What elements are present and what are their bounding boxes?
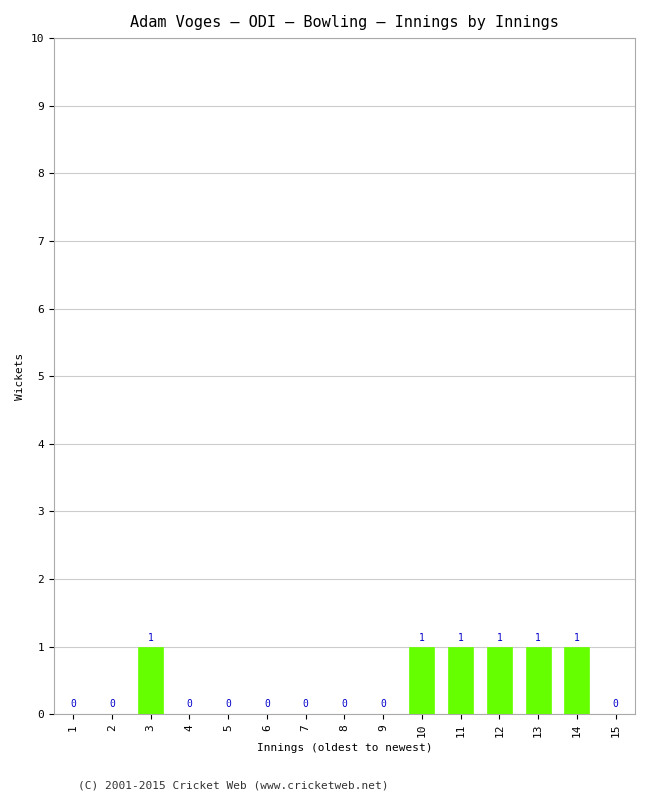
- Bar: [487, 646, 512, 714]
- Y-axis label: Wickets: Wickets: [15, 353, 25, 400]
- Text: 1: 1: [148, 634, 153, 643]
- Text: 0: 0: [341, 699, 347, 709]
- Text: 1: 1: [419, 634, 425, 643]
- Text: (C) 2001-2015 Cricket Web (www.cricketweb.net): (C) 2001-2015 Cricket Web (www.cricketwe…: [78, 781, 389, 790]
- Text: 0: 0: [380, 699, 386, 709]
- Text: 0: 0: [303, 699, 309, 709]
- Text: 0: 0: [109, 699, 115, 709]
- Text: 0: 0: [613, 699, 619, 709]
- Title: Adam Voges – ODI – Bowling – Innings by Innings: Adam Voges – ODI – Bowling – Innings by …: [130, 15, 559, 30]
- Bar: [410, 646, 434, 714]
- Text: 1: 1: [458, 634, 463, 643]
- Bar: [564, 646, 590, 714]
- Text: 0: 0: [225, 699, 231, 709]
- Text: 0: 0: [187, 699, 192, 709]
- X-axis label: Innings (oldest to newest): Innings (oldest to newest): [257, 743, 432, 753]
- Bar: [448, 646, 473, 714]
- Text: 1: 1: [535, 634, 541, 643]
- Text: 1: 1: [497, 634, 502, 643]
- Text: 1: 1: [574, 634, 580, 643]
- Text: 0: 0: [264, 699, 270, 709]
- Bar: [526, 646, 551, 714]
- Bar: [138, 646, 163, 714]
- Text: 0: 0: [70, 699, 76, 709]
